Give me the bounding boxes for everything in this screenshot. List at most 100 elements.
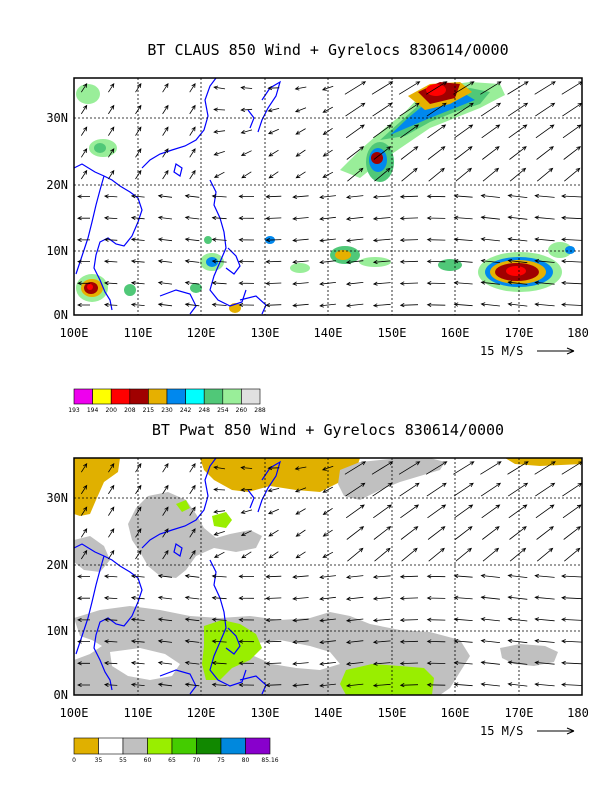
wind-arrow-icon	[507, 461, 529, 475]
wind-arrow-icon	[103, 194, 118, 199]
colorbar-swatch	[166, 388, 186, 405]
wind-vectors	[77, 81, 582, 308]
wind-arrow-icon	[372, 639, 391, 645]
wind-arrow-icon	[108, 104, 115, 115]
wind-arrow-icon	[426, 617, 446, 622]
wind-arrow-icon	[238, 259, 255, 264]
wind-arrow-icon	[453, 280, 473, 285]
wind-arrow-icon	[130, 194, 145, 199]
wind-arrow-icon	[319, 238, 336, 243]
wind-arrow-icon	[372, 596, 391, 601]
wind-arrow-icon	[103, 682, 118, 687]
lat-axis-labels: 0N 10N 20N 30N	[46, 111, 68, 322]
wind-arrow-icon	[534, 237, 555, 242]
wind-arrow-icon	[80, 104, 88, 115]
wind-arrow-icon	[319, 194, 336, 200]
wind-arrow-icon	[130, 639, 145, 644]
wind-arrow-icon	[267, 85, 280, 91]
lat-axis-labels: 0N 10N 20N 30N	[46, 491, 68, 702]
wind-arrow-icon	[344, 461, 367, 475]
colorbar-swatch	[122, 737, 148, 755]
wind-arrow-icon	[135, 484, 142, 495]
wind-arrow-icon	[345, 124, 365, 139]
wind-arrow-icon	[453, 595, 473, 600]
wind-arrow-icon	[211, 259, 227, 264]
wind-arrow-icon	[562, 482, 582, 497]
wind-arrow-icon	[157, 574, 173, 579]
lon-label: 100E	[60, 326, 89, 340]
wind-arrow-icon	[426, 661, 446, 666]
colorbar-label: 208	[124, 407, 136, 414]
wind-arrow-icon	[561, 682, 582, 687]
wind-arrow-icon	[241, 171, 252, 179]
wind-arrow-icon	[189, 528, 196, 538]
wind-arrow-icon	[157, 682, 173, 687]
wind-arrow-icon	[536, 526, 554, 540]
wind-arrow-icon	[189, 169, 196, 180]
wind-arrow-icon	[480, 617, 500, 622]
colorbar-swatch	[110, 388, 131, 405]
wind-arrow-icon	[211, 194, 227, 199]
wind-arrow-icon	[374, 547, 391, 562]
wind-arrow-icon	[108, 484, 115, 495]
wind-arrow-icon	[453, 617, 473, 622]
colorbar-swatch	[73, 388, 93, 405]
wind-arrow-icon	[454, 124, 474, 139]
wind-arrow-icon	[295, 508, 306, 515]
wind-arrow-icon	[77, 574, 90, 579]
wind-arrow-icon	[162, 549, 169, 560]
lon-label: 140E	[314, 326, 343, 340]
wind-arrow-icon	[108, 169, 115, 180]
wind-arrow-icon	[238, 639, 255, 644]
lon-label: 180	[567, 706, 589, 720]
colorbar-label: 200	[105, 407, 117, 414]
wind-arrow-icon	[345, 260, 364, 265]
colorbar-label: 85.16	[261, 757, 278, 764]
lon-axis-labels: 100E 110E 120E 130E 140E 150E 160E 170E …	[60, 706, 589, 720]
colorbar-label: 80	[242, 757, 250, 764]
wind-arrow-icon	[292, 194, 309, 199]
colorbar-label: 242	[180, 407, 192, 414]
cloud-shading	[76, 82, 575, 313]
wind-arrow-icon	[267, 108, 280, 113]
wind-arrow-icon	[108, 463, 115, 473]
vector-reference-label: 15 M/S	[480, 724, 523, 738]
panel-title: BT Pwat 850 Wind + Gyrelocs 830614/0000	[152, 421, 504, 439]
lon-label: 130E	[251, 706, 280, 720]
wind-arrow-icon	[534, 215, 555, 220]
wind-arrow-icon	[238, 281, 255, 286]
wind-arrow-icon	[535, 482, 556, 497]
wind-arrow-icon	[534, 302, 555, 307]
colorbar-swatch	[185, 388, 205, 405]
wind-arrow-icon	[77, 639, 90, 644]
wind-arrow-icon	[80, 549, 88, 560]
wind-arrow-icon	[507, 258, 528, 264]
wind-arrow-icon	[399, 482, 420, 497]
colorbar-label: 194	[87, 407, 99, 414]
lat-label: 20N	[46, 178, 68, 192]
wind-arrow-icon	[427, 504, 447, 519]
wind-arrow-icon	[399, 617, 419, 623]
colorbar-label: 288	[254, 407, 266, 414]
wind-arrow-icon	[295, 529, 306, 537]
wind-arrow-icon	[453, 102, 474, 117]
wind-arrow-icon	[561, 81, 582, 95]
wind-arrow-icon	[428, 167, 445, 182]
colorbar: 0 35 55 60 65 70 75 80 85.16	[72, 737, 279, 764]
wind-arrow-icon	[534, 193, 555, 198]
wind-arrow-icon	[319, 661, 336, 666]
wind-arrow-icon	[130, 682, 145, 687]
wind-arrow-icon	[399, 259, 419, 264]
wind-arrow-icon	[238, 661, 255, 666]
wind-arrow-icon	[265, 237, 282, 243]
wind-arrow-icon	[480, 682, 500, 687]
wind-arrow-icon	[426, 259, 446, 264]
wind-arrow-icon	[189, 148, 196, 158]
wind-arrow-icon	[162, 169, 169, 180]
wind-arrow-icon	[372, 303, 391, 308]
wind-arrow-icon	[507, 573, 528, 578]
wind-arrow-icon	[319, 281, 336, 286]
wind-arrow-icon	[108, 148, 115, 158]
wind-arrow-icon	[373, 146, 392, 160]
wind-arrow-icon	[103, 617, 118, 622]
